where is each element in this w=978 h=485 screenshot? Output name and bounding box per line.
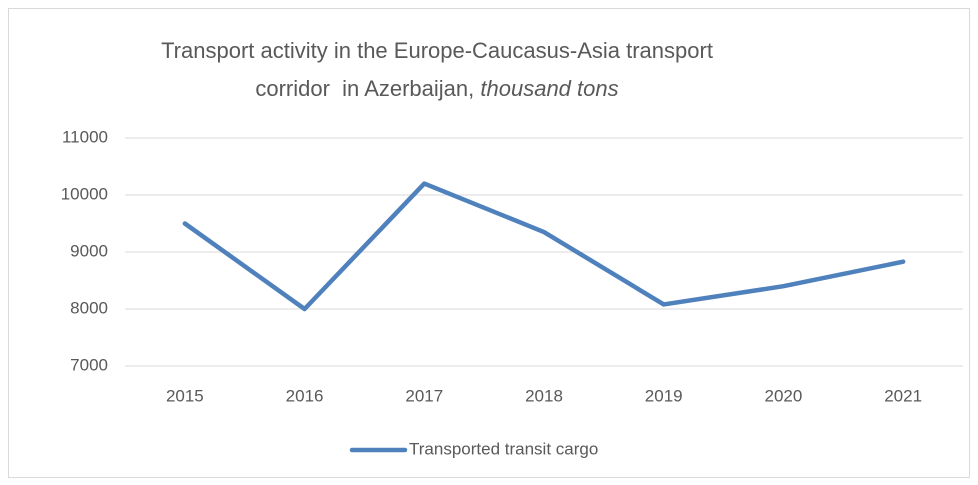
chart-title: Transport activity in the Europe-Caucasu… xyxy=(161,38,720,101)
x-tick-label: 2018 xyxy=(525,386,563,405)
x-tick-label: 2021 xyxy=(884,386,922,405)
y-tick-label: 9000 xyxy=(70,241,108,260)
x-tick-label: 2016 xyxy=(286,386,324,405)
x-tick-label: 2015 xyxy=(166,386,204,405)
y-tick-label: 7000 xyxy=(70,355,108,374)
y-tick-label: 11000 xyxy=(62,127,108,146)
y-tick-label: 8000 xyxy=(70,298,108,317)
x-tick-label: 2020 xyxy=(765,386,803,405)
data-line xyxy=(182,181,906,312)
x-tick-label: 2019 xyxy=(645,386,683,405)
chart-title-unit: thousand tons xyxy=(480,76,619,101)
chart-title-block: Transport activity in the Europe-Caucasu… xyxy=(126,32,748,108)
legend-label: Transported transit cargo xyxy=(409,439,598,458)
x-tick-label: 2017 xyxy=(405,386,443,405)
chart-border xyxy=(8,8,970,478)
y-tick-label: 10000 xyxy=(61,184,108,203)
